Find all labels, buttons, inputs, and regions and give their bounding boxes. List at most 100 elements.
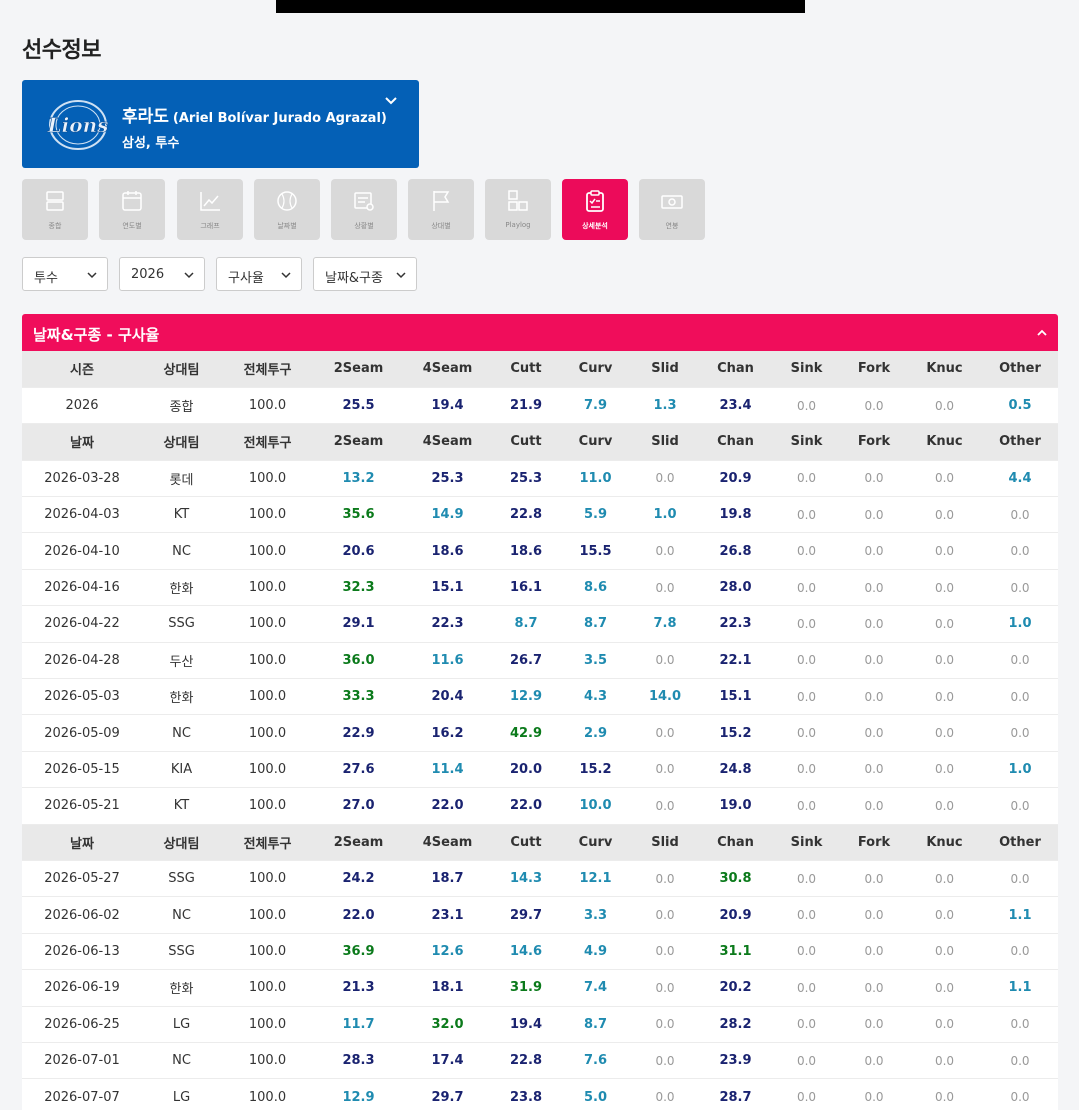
player-team-position: 삼성, 투수	[122, 136, 180, 151]
menu-opponent[interactable]: 상대별	[408, 179, 474, 240]
column-header: Fork	[841, 824, 907, 861]
table-cell: 0.0	[631, 787, 699, 825]
table-cell: 0.0	[772, 605, 841, 643]
table-cell: 16.2	[403, 714, 492, 752]
chevron-down-icon	[281, 272, 291, 279]
role-select[interactable]: 투수	[22, 257, 108, 291]
table-cell: 0.0	[907, 714, 982, 752]
table-row[interactable]: 2026-06-13 SSG 100.0 36.9 12.6 14.6 4.9 0.0 31.1…	[22, 933, 1058, 971]
chevron-up-icon[interactable]	[1036, 327, 1048, 339]
column-header: Slid	[631, 824, 699, 861]
menu-yearly[interactable]: 연도별	[99, 179, 165, 240]
column-header: 날짜	[22, 423, 142, 461]
column-header: Curv	[560, 351, 631, 388]
table-cell: 2026-06-19	[22, 969, 142, 1007]
menu-playlog[interactable]: Playlog	[485, 179, 551, 240]
table-row[interactable]: 2026-07-01 NC 100.0 28.3 17.4 22.8 7.6 0.0 23.9 0…	[22, 1042, 1058, 1080]
table-cell: 42.9	[492, 714, 560, 752]
breakdown-select[interactable]: 날짜&구종	[313, 257, 417, 291]
menu-summary[interactable]: 종합	[22, 179, 88, 240]
table-cell: 11.7	[314, 1006, 403, 1043]
table-row[interactable]: 2026-05-15 KIA 100.0 27.6 11.4 20.0 15.2 0.0 24.…	[22, 751, 1058, 789]
table-cell: KIA	[142, 751, 221, 789]
table-cell: 0.0	[982, 933, 1058, 971]
chevron-down-icon[interactable]	[384, 94, 398, 108]
table-cell: 11.6	[403, 642, 492, 680]
table-cell: 12.1	[560, 860, 631, 898]
table-cell: 100.0	[221, 569, 314, 607]
table-row[interactable]: 2026-03-28 롯데 100.0 13.2 25.3 25.3 11.0 0.0 20.9…	[22, 460, 1058, 498]
menu-situation[interactable]: 상황별	[331, 179, 397, 240]
table-row[interactable]: 2026-04-28 두산 100.0 36.0 11.6 26.7 3.5 0.0 22.1 0…	[22, 642, 1058, 680]
panel-title: 날짜&구종 - 구사율	[33, 326, 160, 344]
table-row[interactable]: 2026-06-19 한화 100.0 21.3 18.1 31.9 7.4 0.0 20.2 0…	[22, 969, 1058, 1007]
table-row[interactable]: 2026-05-09 NC 100.0 22.9 16.2 42.9 2.9 0.0 15.2 0…	[22, 714, 1058, 752]
table-row[interactable]: 2026 종합 100.0 25.5 19.4 21.9 7.9 1.3 23.4 0.0 0.0 0…	[22, 387, 1058, 425]
table-row[interactable]: 2026-06-02 NC 100.0 22.0 23.1 29.7 3.3 0.0 20.9 0…	[22, 896, 1058, 934]
table-cell: 15.1	[699, 678, 772, 716]
menu-by-date[interactable]: 날짜별	[254, 179, 320, 240]
metric-select[interactable]: 구사율	[216, 257, 302, 291]
panel-header[interactable]: 날짜&구종 - 구사율	[22, 314, 1058, 351]
table-cell: 30.8	[699, 860, 772, 898]
column-header: Fork	[841, 423, 907, 461]
table-row[interactable]: 2026-05-21 KT 100.0 27.0 22.0 22.0 10.0 0.0 19.0…	[22, 787, 1058, 825]
chevron-down-icon	[87, 272, 97, 279]
table-row[interactable]: 2026-04-22 SSG 100.0 29.1 22.3 8.7 8.7 7.8 22.3 0…	[22, 605, 1058, 643]
menu-salary[interactable]: 연봉	[639, 179, 705, 240]
table-row[interactable]: 2026-07-07 LG 100.0 12.9 29.7 23.8 5.0 0.0 28.7 0…	[22, 1078, 1058, 1110]
column-header: 전체투구	[221, 824, 314, 861]
table-cell: SSG	[142, 860, 221, 898]
table-cell: 20.0	[492, 751, 560, 789]
table-cell: 0.0	[841, 496, 907, 534]
calendar-icon	[122, 191, 142, 211]
table-cell: 100.0	[221, 1042, 314, 1080]
table-cell: 4.4	[982, 460, 1058, 498]
table-cell: 8.7	[492, 605, 560, 643]
table-cell: 0.0	[982, 496, 1058, 534]
table-row[interactable]: 2026-04-16 한화 100.0 32.3 15.1 16.1 8.6 0.0 28.0 0…	[22, 569, 1058, 607]
menu-label: 상황별	[354, 222, 374, 230]
table-cell: 32.0	[403, 1006, 492, 1043]
column-header: Cutt	[492, 824, 560, 861]
table-cell: 18.6	[403, 532, 492, 570]
table-cell: 0.0	[631, 933, 699, 971]
table-row[interactable]: 2026-06-25 LG 100.0 11.7 32.0 19.4 8.7 0.0 28.2 0…	[22, 1006, 1058, 1043]
year-select[interactable]: 2026	[119, 257, 205, 291]
table-cell: SSG	[142, 605, 221, 643]
table-row[interactable]: 2026-05-03 한화 100.0 33.3 20.4 12.9 4.3 14.0 15.1…	[22, 678, 1058, 716]
player-card[interactable]: Lions 후라도 (Ariel Bolívar Jurado Agrazal) …	[22, 80, 419, 168]
table-row[interactable]: 2026-04-10 NC 100.0 20.6 18.6 18.6 15.5 0.0 26.8…	[22, 532, 1058, 570]
table-cell: 2026-05-21	[22, 787, 142, 825]
menu-detail-analysis[interactable]: 상세분석	[562, 179, 628, 240]
select-value: 2026	[131, 267, 165, 282]
table-cell: 한화	[142, 969, 221, 1007]
table-cell: 0.0	[907, 678, 982, 716]
table-cell: 22.0	[492, 787, 560, 825]
money-icon	[661, 195, 683, 209]
column-header: 상대팀	[142, 824, 221, 861]
column-header: 전체투구	[221, 423, 314, 461]
table-cell: SSG	[142, 933, 221, 971]
table-cell: 0.5	[982, 387, 1058, 425]
table-cell: 0.0	[772, 860, 841, 898]
table-cell: 한화	[142, 678, 221, 716]
menu-graph[interactable]: 그래프	[177, 179, 243, 240]
column-header: 4Seam	[403, 351, 492, 388]
player-name: 후라도 (Ariel Bolívar Jurado Agrazal)	[122, 102, 387, 127]
table-row[interactable]: 2026-04-03 KT 100.0 35.6 14.9 22.8 5.9 1.0 19.8 0…	[22, 496, 1058, 534]
table-cell: 11.0	[560, 460, 631, 498]
table-cell: 12.9	[314, 1078, 403, 1110]
table-cell: 21.3	[314, 969, 403, 1007]
table-cell: 24.8	[699, 751, 772, 789]
table-cell: 13.2	[314, 460, 403, 498]
table-row[interactable]: 2026-05-27 SSG 100.0 24.2 18.7 14.3 12.1 0.0 30.…	[22, 860, 1058, 898]
table-cell: 100.0	[221, 496, 314, 534]
table-cell: 0.0	[982, 787, 1058, 825]
table-cell: 0.0	[631, 969, 699, 1007]
menu-label: 날짜별	[277, 222, 297, 230]
table-cell: 1.1	[982, 896, 1058, 934]
column-header: Chan	[699, 351, 772, 388]
table-cell: 1.0	[982, 751, 1058, 789]
column-header: Knuc	[907, 423, 982, 461]
